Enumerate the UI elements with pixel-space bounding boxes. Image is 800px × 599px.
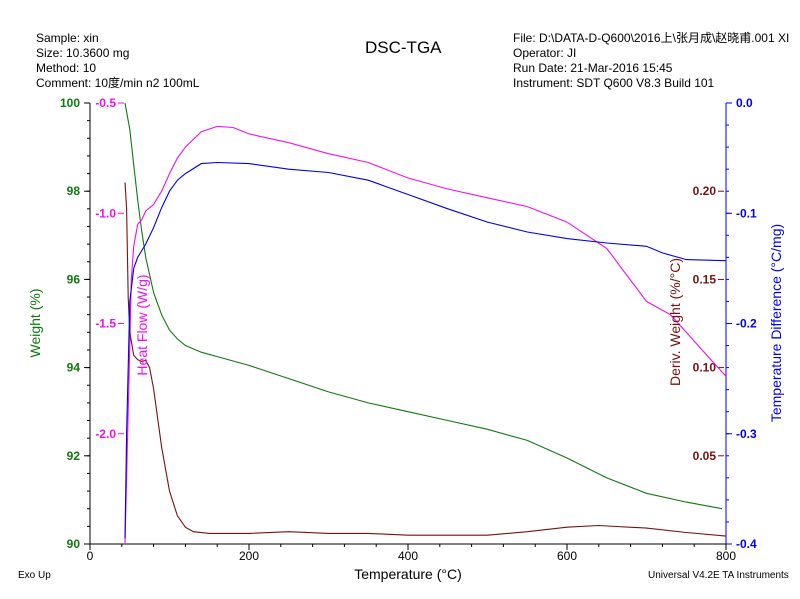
- weight-tick-label: 98: [67, 184, 81, 198]
- deriv-tick-label: 0.20: [693, 184, 717, 198]
- heatflow-tick-label: -2.0: [95, 427, 116, 441]
- comment-line: Comment: 10度/min n2 100mL: [36, 76, 200, 90]
- weight-tick-label: 92: [67, 449, 81, 463]
- x-axis-title: Temperature (°C): [354, 566, 462, 582]
- x-tick-label: 400: [398, 549, 418, 563]
- deriv-weight-curve: [124, 182, 727, 537]
- heatflow-tick-label: -1.0: [95, 206, 116, 220]
- weight-tick-label: 96: [67, 272, 81, 286]
- weight-tick-label: 100: [60, 96, 80, 110]
- size-line: Size: 10.3600 mg: [36, 46, 130, 60]
- deriv-tick-label: 0.10: [693, 361, 717, 375]
- tempdiff-tick-label: -0.2: [736, 317, 757, 331]
- heat-flow-curve: [124, 125, 727, 545]
- file-line: File: D:\DATA-D-Q600\2016上\张月成\赵晓甫.001 X…: [513, 31, 790, 45]
- axes-layer: [89, 103, 727, 545]
- instrument-line: Instrument: SDT Q600 V8.3 Build 101: [513, 76, 715, 90]
- deriv-tick-label: 0.05: [693, 449, 717, 463]
- weight-tick-label: 94: [67, 361, 81, 375]
- chart-title: DSC-TGA: [365, 38, 442, 57]
- weight-curve: [124, 102, 723, 510]
- run-info-block: File: D:\DATA-D-Q600\2016上\张月成\赵晓甫.001 X…: [513, 31, 800, 91]
- x-tick-label: 800: [716, 549, 736, 563]
- tempdiff-tick-label: -0.3: [736, 427, 757, 441]
- x-tick-label: 600: [557, 549, 577, 563]
- exo-up-label: Exo Up: [18, 570, 51, 581]
- weight-axis-title: Weight (%): [27, 289, 43, 358]
- tempdiff-tick-label: -0.4: [736, 537, 757, 551]
- run-date-line: Run Date: 21-Mar-2016 15:45: [513, 61, 673, 75]
- temp-diff-curve: [124, 161, 727, 539]
- heatflow-tick-label: -0.5: [95, 96, 116, 110]
- operator-line: Operator: JI: [513, 46, 577, 60]
- labels-layer: Temperature (°C) Weight (%) Heat Flow (W/g…: [27, 224, 784, 582]
- tempdiff-tick-label: 0.0: [736, 96, 753, 110]
- method-line: Method: 10: [36, 61, 97, 75]
- sample-line: Sample: xin: [36, 31, 99, 45]
- deriv-axis-title: Deriv. Weight (%/°C): [667, 258, 683, 386]
- x-tick-label: 0: [87, 549, 94, 563]
- weight-tick-label: 90: [67, 537, 81, 551]
- software-version-label: Universal V4.2E TA Instruments: [648, 570, 789, 581]
- tempdiff-axis-title: Temperature Difference (°C/mg): [768, 224, 784, 422]
- ticks-layer: 0 200 400 600 800 90 92 94 96 98 100 -0.5 -1.0 -1.5 -2…: [60, 96, 757, 563]
- heatflow-tick-label: -1.5: [95, 317, 116, 331]
- sample-info-block: Sample: xin Size: 10.3600 mg Method: 10 …: [36, 31, 199, 91]
- tempdiff-tick-label: -0.1: [736, 206, 757, 220]
- deriv-tick-label: 0.15: [693, 272, 717, 286]
- series-layer: [124, 102, 727, 545]
- heatflow-axis-title: Heat Flow (W/g): [134, 274, 150, 375]
- x-tick-label: 200: [239, 549, 259, 563]
